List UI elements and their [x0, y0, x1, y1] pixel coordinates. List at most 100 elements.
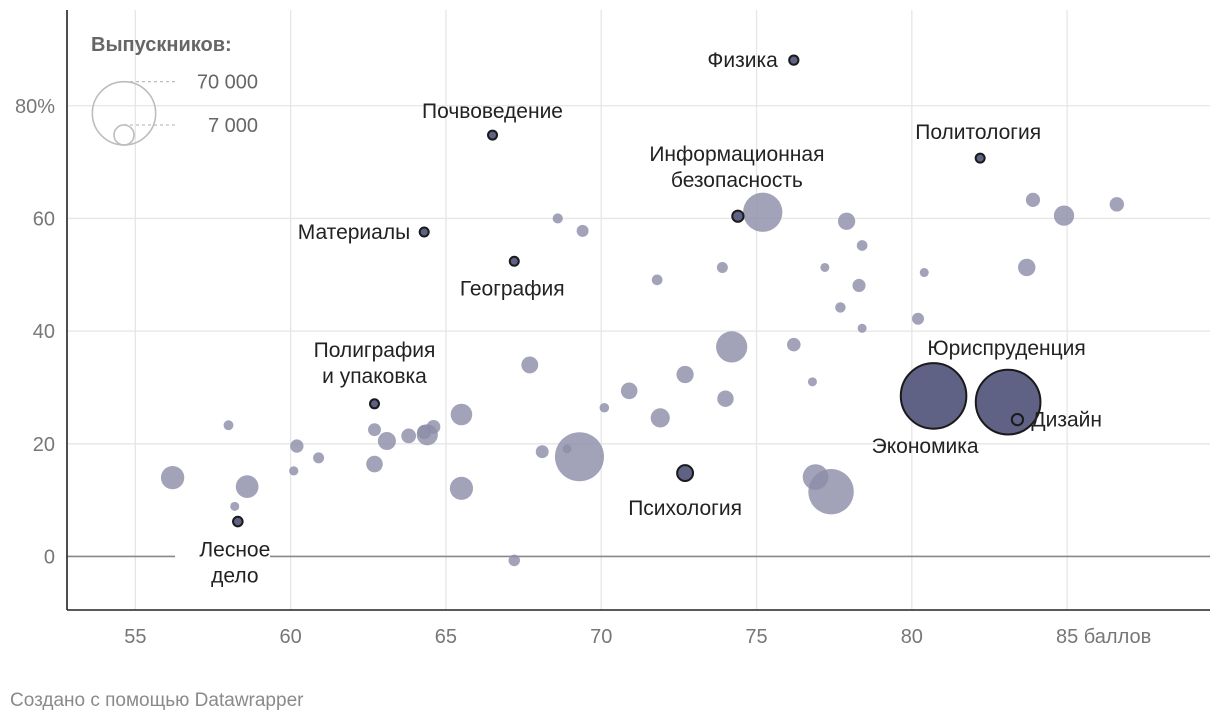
size-legend: Выпускников: 70 000 7 000	[91, 34, 258, 146]
bubble-point	[743, 192, 783, 232]
legend-value-large: 70 000	[197, 72, 258, 94]
point-label-line: Лесное	[199, 539, 270, 562]
point-label: География	[460, 277, 565, 300]
point-label-line: География	[460, 277, 565, 300]
point-label: Материалы	[298, 221, 410, 244]
bubble-point	[552, 213, 563, 224]
bubble-point	[716, 261, 728, 273]
highlighted-point	[368, 398, 380, 410]
point-label: Почвоведение	[422, 100, 563, 123]
point-label: Политология	[915, 121, 1041, 144]
point-label-line: дело	[211, 565, 258, 588]
point-label: Лесное дело	[199, 539, 270, 588]
x-tick-label: 55	[124, 626, 146, 648]
point-label: Дизайн	[1031, 409, 1102, 432]
bubble-point	[235, 475, 259, 498]
bubble-point	[562, 444, 572, 454]
point-label: Экономика	[872, 435, 979, 458]
point-label: Психология	[628, 497, 742, 520]
point-label-line: Почвоведение	[422, 100, 563, 123]
bubble-point	[377, 431, 396, 451]
bubble-point	[289, 466, 299, 476]
bubble-point	[650, 408, 670, 428]
point-label-line: Психология	[628, 497, 742, 520]
bubble-point	[852, 278, 866, 293]
point-label-line: Материалы	[298, 221, 410, 244]
bubble-point	[717, 390, 734, 407]
x-tick-label: 80	[901, 626, 923, 648]
bubble-point	[1109, 197, 1125, 212]
highlighted-point	[899, 362, 968, 430]
highlighted-point	[1010, 412, 1025, 427]
bubble-point	[401, 428, 417, 444]
highlighted-point	[232, 515, 244, 528]
bubble-point	[368, 423, 381, 437]
highlighted-point	[731, 209, 745, 223]
highlighted-point	[487, 129, 499, 141]
bubble-point	[426, 420, 441, 434]
y-tick-label: 60	[33, 208, 55, 230]
y-tick-label: 20	[33, 434, 55, 456]
bubble-point	[820, 262, 830, 272]
point-label-line: Политология	[915, 121, 1041, 144]
point-label: Физика	[707, 49, 778, 72]
highlighted-point	[788, 54, 800, 66]
x-tick-label: 65	[435, 626, 457, 648]
legend-title: Выпускников:	[91, 34, 232, 56]
bubble-point	[535, 445, 549, 459]
bubble-point	[787, 337, 801, 352]
point-label-line: Юриспруденция	[927, 337, 1085, 360]
bubble-point	[554, 432, 605, 482]
y-tick-label: 0	[44, 546, 55, 568]
y-tick-label: 80%	[15, 96, 55, 118]
bubble-point	[857, 323, 867, 333]
bubble-point	[223, 420, 234, 431]
bubble-point	[576, 224, 589, 237]
bubble-point	[1053, 205, 1075, 226]
bubble-point	[450, 403, 473, 426]
bubble-point	[521, 356, 539, 374]
legend-circle-small	[113, 124, 135, 146]
point-label-line: Дизайн	[1031, 409, 1102, 432]
bubble-point	[313, 452, 325, 464]
highlighted-point	[418, 226, 430, 238]
x-tick-label: 60	[280, 626, 302, 648]
point-label-line: безопасность	[671, 169, 803, 192]
bubble-point	[651, 274, 663, 286]
legend-value-small: 7 000	[208, 115, 258, 137]
x-tick-label: 85 баллов	[1056, 626, 1151, 648]
bubble-point	[835, 302, 846, 313]
point-label: Юриспруденция	[927, 337, 1085, 360]
point-label-line: Экономика	[872, 435, 979, 458]
bubble-point	[366, 455, 383, 473]
point-label-line: Информационная	[649, 143, 824, 166]
highlighted-point	[508, 255, 520, 267]
y-tick-label: 40	[33, 321, 55, 343]
bubble-point	[1018, 258, 1036, 277]
bubble-point	[912, 312, 925, 325]
bubble-point	[599, 402, 610, 413]
bubble-point	[508, 554, 521, 567]
bubble-point	[160, 465, 185, 490]
bubble-point	[230, 501, 240, 511]
point-label: Полиграфия и упаковка	[314, 339, 436, 388]
highlighted-point	[974, 368, 1042, 436]
bubble-point	[856, 240, 868, 251]
x-tick-label: 75	[745, 626, 767, 648]
point-label-line: Полиграфия	[314, 339, 436, 362]
highlighted-point	[974, 152, 986, 164]
bubble-point	[807, 377, 817, 387]
bubble-point	[290, 439, 304, 453]
bubble-point	[919, 268, 929, 278]
x-tick-label: 70	[590, 626, 612, 648]
point-label-line: Физика	[707, 49, 778, 72]
point-label: Информационная безопасность	[649, 143, 824, 192]
bubble-point	[1025, 192, 1041, 207]
bubble-point	[716, 331, 748, 363]
highlighted-point	[676, 464, 695, 483]
legend-circle-large	[91, 80, 157, 146]
bubble-point	[620, 382, 638, 400]
point-label-line: и упаковка	[322, 365, 427, 388]
bubble-point	[837, 212, 856, 230]
